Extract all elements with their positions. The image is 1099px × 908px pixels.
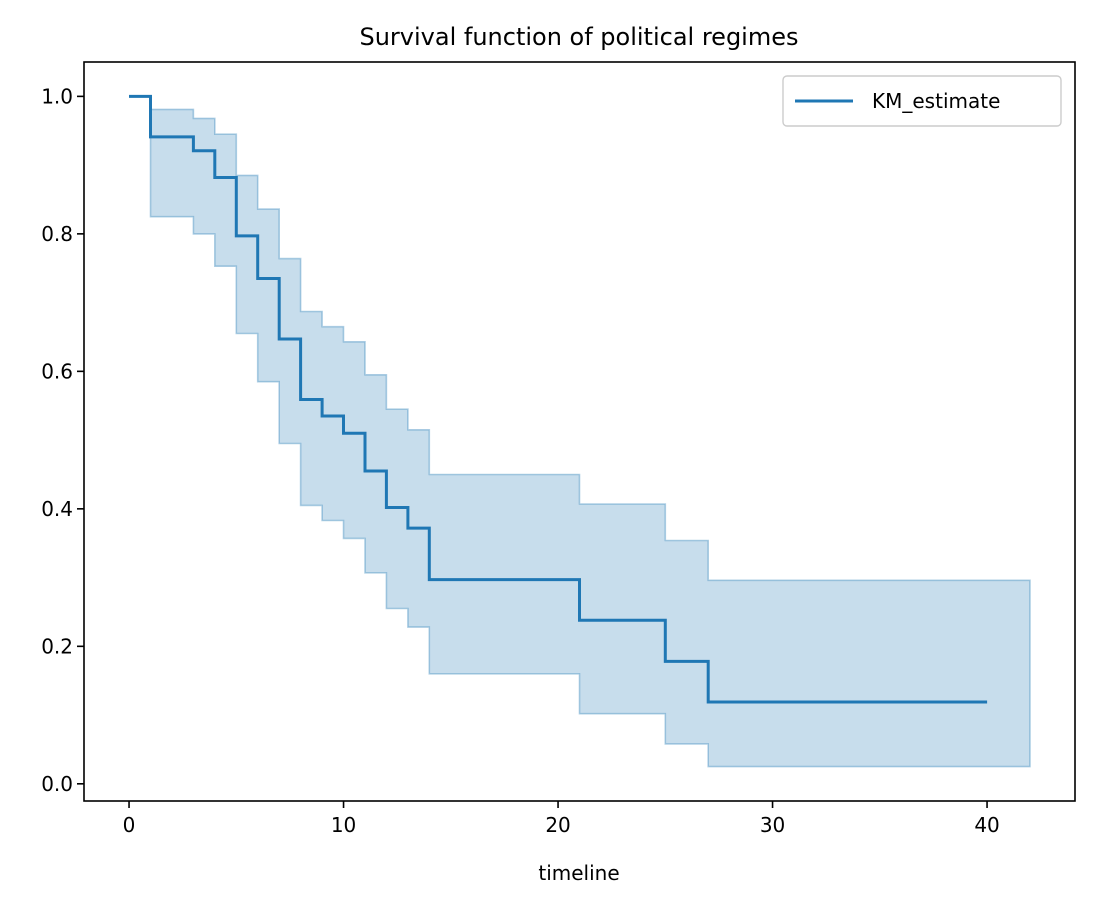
confidence-band — [129, 95, 1031, 768]
y-tick-label: 0.0 — [41, 772, 73, 796]
legend-box — [782, 75, 1062, 127]
plot-frame — [83, 61, 1076, 802]
x-tick-label: 20 — [545, 813, 570, 837]
x-tick-label: 30 — [760, 813, 785, 837]
legend-label: KM_estimate — [872, 89, 1000, 113]
x-tick-label: 10 — [331, 813, 356, 837]
y-tick-label: 0.2 — [41, 634, 73, 658]
y-axis: 0.0 0.2 0.4 0.6 0.8 1.0 — [41, 84, 84, 796]
y-tick-label: 0.6 — [41, 359, 73, 383]
confidence-band-layer — [129, 95, 1031, 768]
plot-area — [83, 61, 1076, 802]
x-axis: 0 10 20 30 40 — [123, 801, 1000, 837]
x-axis-title: timeline — [538, 861, 619, 885]
x-tick-label: 40 — [974, 813, 999, 837]
y-tick-label: 0.4 — [41, 497, 73, 521]
chart-title: Survival function of political regimes — [359, 23, 798, 51]
survival-line-layer — [129, 94, 988, 704]
y-tick-label: 1.0 — [41, 84, 73, 108]
y-tick-label: 0.8 — [41, 222, 73, 246]
x-tick-label: 0 — [123, 813, 136, 837]
legend: KM_estimate — [782, 75, 1062, 127]
series-line-0 — [129, 94, 988, 704]
